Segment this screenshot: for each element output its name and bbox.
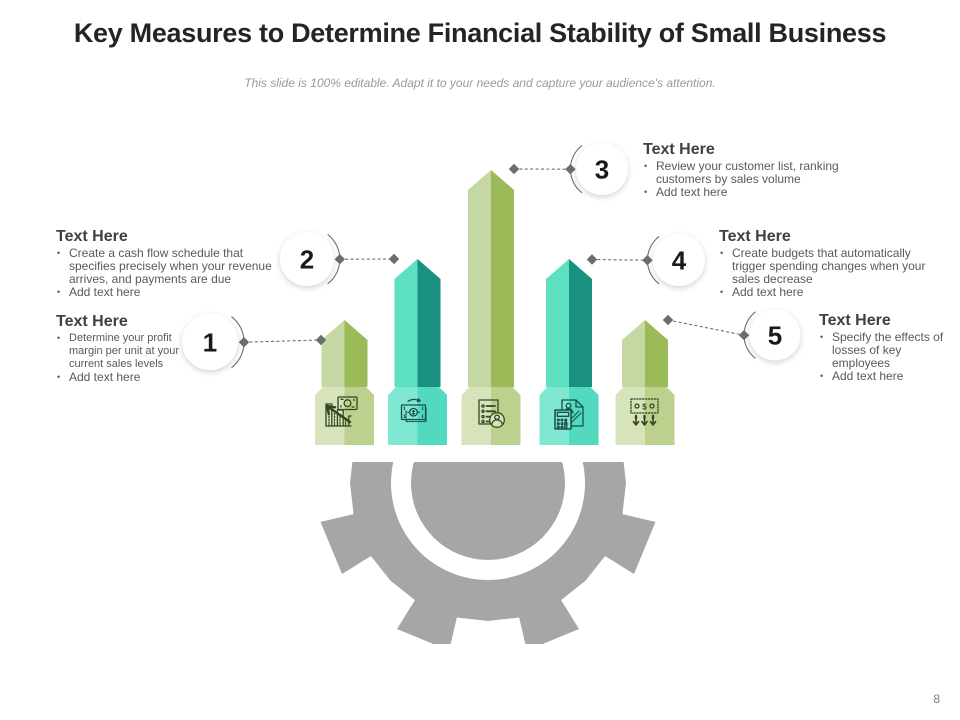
svg-text:3: 3 (595, 155, 609, 185)
svg-text:1: 1 (203, 328, 217, 358)
svg-text:5: 5 (768, 321, 782, 351)
svg-text:2: 2 (300, 245, 314, 275)
svg-text:4: 4 (672, 246, 687, 276)
svg-text:$: $ (642, 402, 647, 411)
